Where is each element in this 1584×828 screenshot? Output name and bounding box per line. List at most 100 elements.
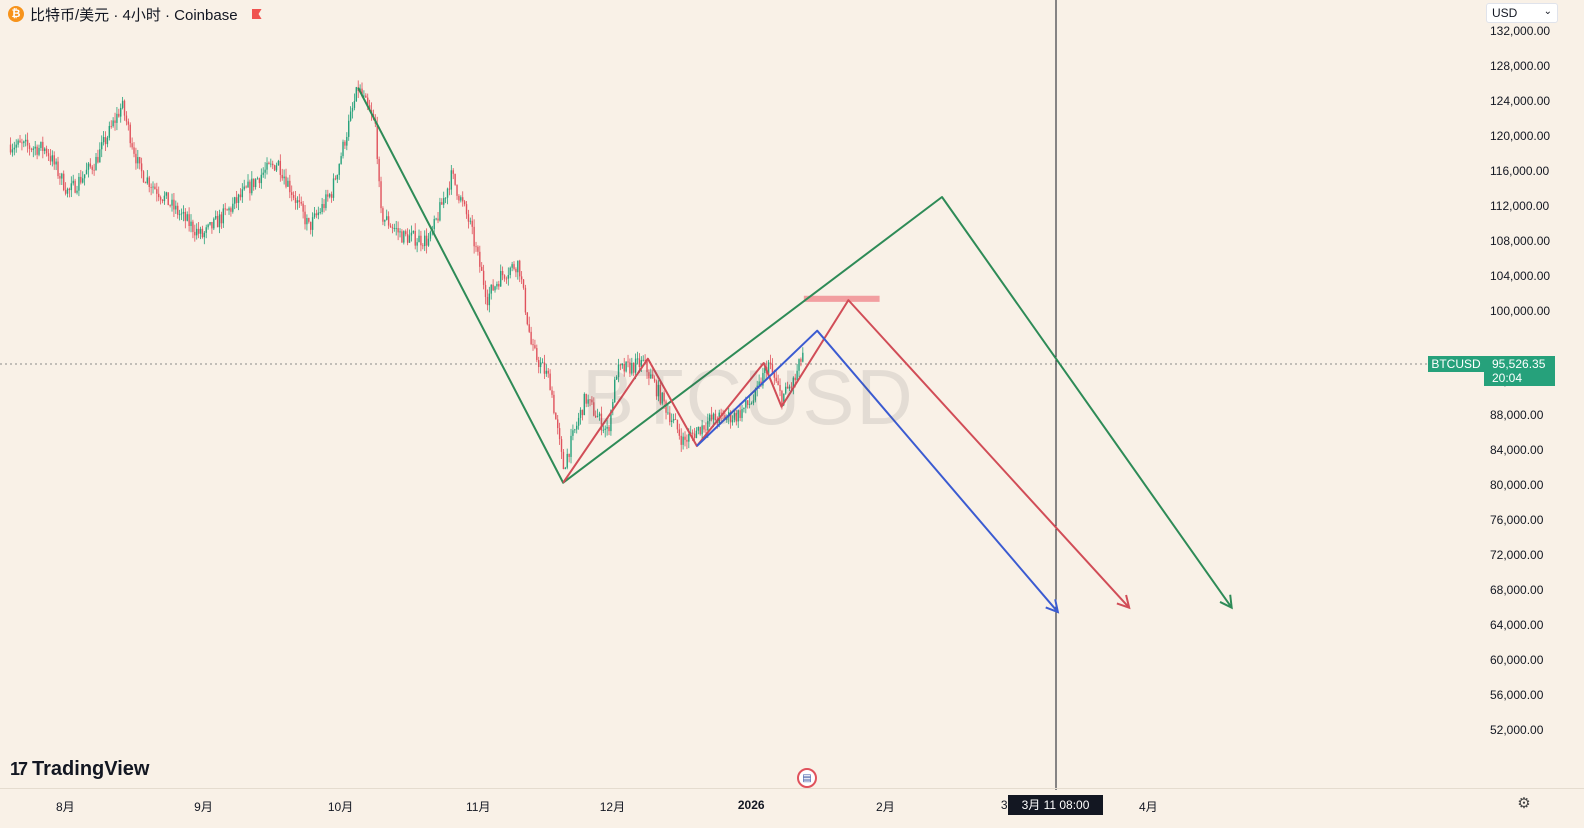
- candle-body: [553, 394, 555, 413]
- candle-body: [747, 400, 749, 405]
- candle-body: [30, 148, 33, 150]
- candle-body: [32, 148, 35, 150]
- candle-body: [416, 242, 418, 246]
- candle-body: [80, 176, 82, 183]
- candle-body: [327, 194, 329, 197]
- candle-body: [226, 209, 228, 211]
- candle-body: [682, 436, 684, 445]
- candle-body: [579, 409, 582, 418]
- candle-body: [161, 199, 164, 202]
- candle-body: [82, 178, 84, 183]
- candle-body: [281, 174, 283, 179]
- price-axis-label: 128,000.00: [1490, 58, 1551, 73]
- price-axis-label: 72,000.00: [1490, 548, 1544, 563]
- candle-body: [549, 373, 551, 391]
- candle-body: [530, 331, 532, 345]
- candle-body: [663, 392, 665, 402]
- candle-body: [488, 293, 491, 306]
- candle-body: [351, 107, 354, 112]
- candle-body: [273, 165, 276, 171]
- flag-icon[interactable]: [251, 9, 262, 19]
- candle-body: [215, 216, 217, 219]
- candle-body: [148, 177, 150, 187]
- settings-gear-icon[interactable]: ⚙: [1517, 795, 1531, 812]
- candlestick-series: [9, 80, 804, 470]
- candle-body: [695, 430, 698, 439]
- price-axis-label: 100,000.00: [1490, 303, 1551, 318]
- candle-body: [289, 180, 291, 193]
- candle-body: [629, 362, 631, 374]
- projection-drawings[interactable]: [357, 87, 1233, 614]
- candle-body: [758, 381, 760, 386]
- candle-body: [275, 165, 278, 171]
- candle-body: [418, 235, 420, 243]
- candle-body: [678, 429, 681, 436]
- candle-body: [129, 124, 131, 144]
- candle-body: [735, 413, 738, 422]
- candle-body: [693, 433, 696, 439]
- candle-body: [507, 275, 510, 279]
- symbol-header[interactable]: ₿ 比特币/美元 · 4小时 · Coinbase: [8, 4, 262, 24]
- tradingview-mark-icon: 17: [10, 759, 28, 779]
- candle-body: [338, 163, 340, 175]
- candle-body: [425, 235, 428, 246]
- candle-body: [348, 120, 350, 137]
- candle-body: [213, 218, 215, 229]
- time-axis-label: 11月: [466, 800, 491, 814]
- candle-body: [473, 226, 475, 247]
- candle-body: [361, 88, 363, 96]
- candle-body: [127, 121, 130, 125]
- candle-body: [642, 359, 644, 361]
- candle-body: [378, 158, 380, 182]
- symbol-price-tag: BTCUSD: [1428, 356, 1484, 372]
- candle-body: [342, 141, 344, 157]
- candle-body: [638, 358, 641, 367]
- candle-body: [773, 372, 776, 378]
- resistance-zone-group: [803, 295, 880, 302]
- tradingview-logo[interactable]: 17 TradingView: [10, 758, 149, 781]
- candle-body: [665, 401, 667, 413]
- candle-body: [17, 140, 19, 145]
- candle-body: [158, 193, 160, 198]
- us-economic-event-icon[interactable]: ▤: [797, 768, 817, 788]
- price-axis-label: 104,000.00: [1490, 268, 1551, 283]
- candle-body: [598, 413, 601, 417]
- candle-body: [57, 161, 59, 177]
- currency-select[interactable]: USD ⌄: [1486, 3, 1558, 23]
- candle-body: [650, 374, 652, 379]
- price-axis-label: 64,000.00: [1490, 618, 1544, 633]
- candle-body: [91, 166, 93, 170]
- candle-body: [196, 228, 198, 236]
- candle-body: [479, 251, 481, 267]
- candle-body: [669, 412, 671, 423]
- candle-body: [340, 156, 342, 164]
- candle-body: [368, 105, 371, 111]
- candle-body: [509, 267, 511, 276]
- candle-body: [688, 434, 690, 442]
- candle-body: [452, 170, 454, 174]
- candle-body: [781, 390, 783, 406]
- candle-body: [44, 148, 46, 151]
- candle-body: [596, 416, 599, 418]
- bar-countdown: 20:04: [1492, 371, 1523, 385]
- candle-body: [600, 413, 603, 431]
- candle-body: [188, 214, 190, 227]
- candle-body: [798, 359, 800, 371]
- candle-body: [175, 205, 177, 210]
- candle-body: [70, 183, 73, 191]
- candle-body: [365, 95, 367, 98]
- candle-body: [701, 425, 703, 435]
- candle-body: [547, 370, 549, 374]
- candle-body: [386, 216, 388, 220]
- candle-body: [403, 231, 405, 243]
- candle-body: [325, 194, 327, 209]
- candle-body: [63, 173, 65, 190]
- candle-body: [239, 194, 242, 198]
- candle-body: [577, 417, 580, 426]
- candle-body: [139, 157, 141, 164]
- candle-body: [384, 219, 386, 222]
- candle-body: [106, 137, 109, 145]
- candle-body: [520, 276, 523, 280]
- candle-body: [724, 415, 726, 420]
